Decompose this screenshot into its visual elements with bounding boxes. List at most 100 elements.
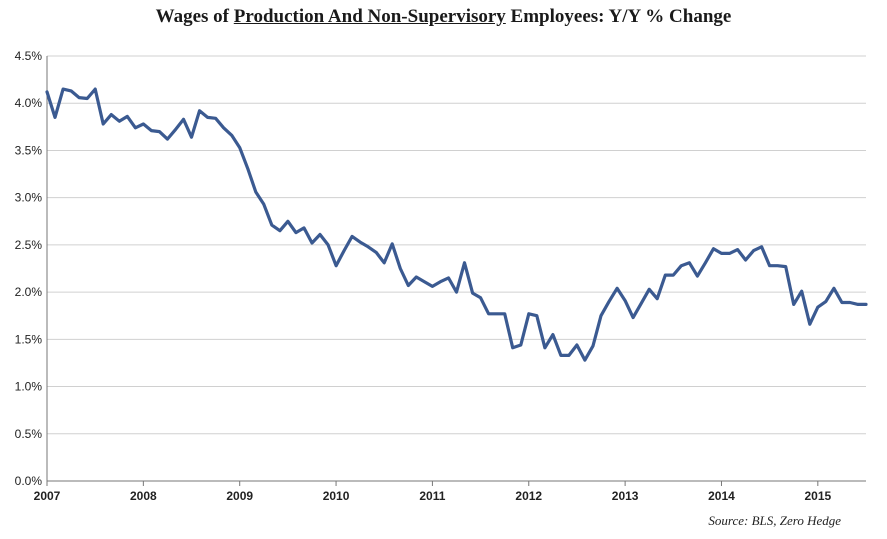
data-point [101,122,105,126]
x-tick-label: 2014 [708,489,735,503]
data-point [318,233,322,236]
data-point [415,275,418,279]
data-point [61,87,65,91]
data-point [126,115,129,118]
data-point [848,301,852,304]
data-point [712,247,715,250]
data-point [567,354,571,357]
data-point [222,126,225,129]
data-point [495,312,498,316]
data-point [527,312,530,316]
data-point [158,130,161,133]
data-point [736,248,739,251]
data-point [816,306,820,309]
data-point [535,314,538,317]
series-layer [45,87,868,362]
data-point [664,273,667,277]
data-point [423,280,426,283]
data-point [407,284,410,287]
data-point [262,203,265,206]
data-point [350,235,354,238]
data-point [399,267,402,270]
data-point [358,240,362,244]
data-point [824,300,828,303]
data-point [648,288,651,291]
data-point [760,245,763,248]
x-tick-label: 2011 [419,489,445,503]
data-point [800,289,803,293]
data-point [383,261,386,265]
gridlines [47,55,866,435]
data-point [198,109,201,112]
data-point [134,126,137,129]
data-point [607,300,611,303]
data-point [118,119,121,123]
data-point [840,301,844,304]
data-point [768,264,771,267]
x-axis-ticks: 2007 2008 2009 2010 2011 2012 2013 2014 2015 [34,481,831,503]
x-tick-label: 2008 [130,489,157,503]
data-point [326,243,330,247]
data-point [206,116,209,119]
data-point [310,241,314,245]
data-point [375,251,378,254]
data-point [631,316,635,319]
data-point [238,146,241,149]
data-point [85,97,89,100]
data-point [69,89,73,93]
data-point [463,261,466,265]
y-tick-label: 0.5% [15,427,43,441]
data-point [246,167,249,170]
x-tick-label: 2015 [804,489,831,503]
data-point [728,252,731,255]
data-point [342,249,346,252]
y-tick-label: 2.0% [15,285,43,299]
data-point [479,296,482,299]
data-point [640,302,643,305]
x-tick-label: 2013 [612,489,639,503]
data-point [302,226,306,230]
data-point [704,261,707,265]
data-point [864,303,868,306]
y-tick-label: 2.5% [15,238,43,252]
data-point [672,273,675,277]
data-point [366,245,370,248]
data-point [792,303,795,306]
data-point [623,299,627,302]
data-point [551,333,555,336]
data-point [174,128,177,131]
data-point [591,344,595,348]
data-point [543,346,547,350]
data-point [752,249,755,252]
y-tick-label: 3.5% [15,143,43,157]
data-point [77,96,81,99]
data-point [110,113,113,116]
axes [46,56,866,482]
series-line [45,87,868,362]
x-tick-label: 2007 [34,489,61,503]
data-point [53,116,57,119]
data-point [511,346,514,350]
data-point [270,223,273,227]
data-point [447,276,450,280]
data-point [656,297,659,300]
chart-title-underlined: Production And Non-Supervisory [233,6,506,27]
data-point [744,258,747,262]
data-point [166,137,169,141]
x-tick-label: 2012 [515,489,542,503]
data-point [503,312,506,316]
x-tick-label: 2009 [226,489,253,503]
data-point [680,264,683,267]
x-tick-label: 2010 [323,489,350,503]
data-point [688,261,691,265]
data-point [182,118,185,121]
data-point [150,129,153,132]
data-point [93,87,97,91]
data-point [439,280,442,283]
data-point [784,265,787,268]
data-point [214,117,217,120]
data-point [776,264,779,267]
data-point [575,343,579,347]
chart-title-part-1: Wages of [155,6,234,27]
data-point [808,323,812,326]
